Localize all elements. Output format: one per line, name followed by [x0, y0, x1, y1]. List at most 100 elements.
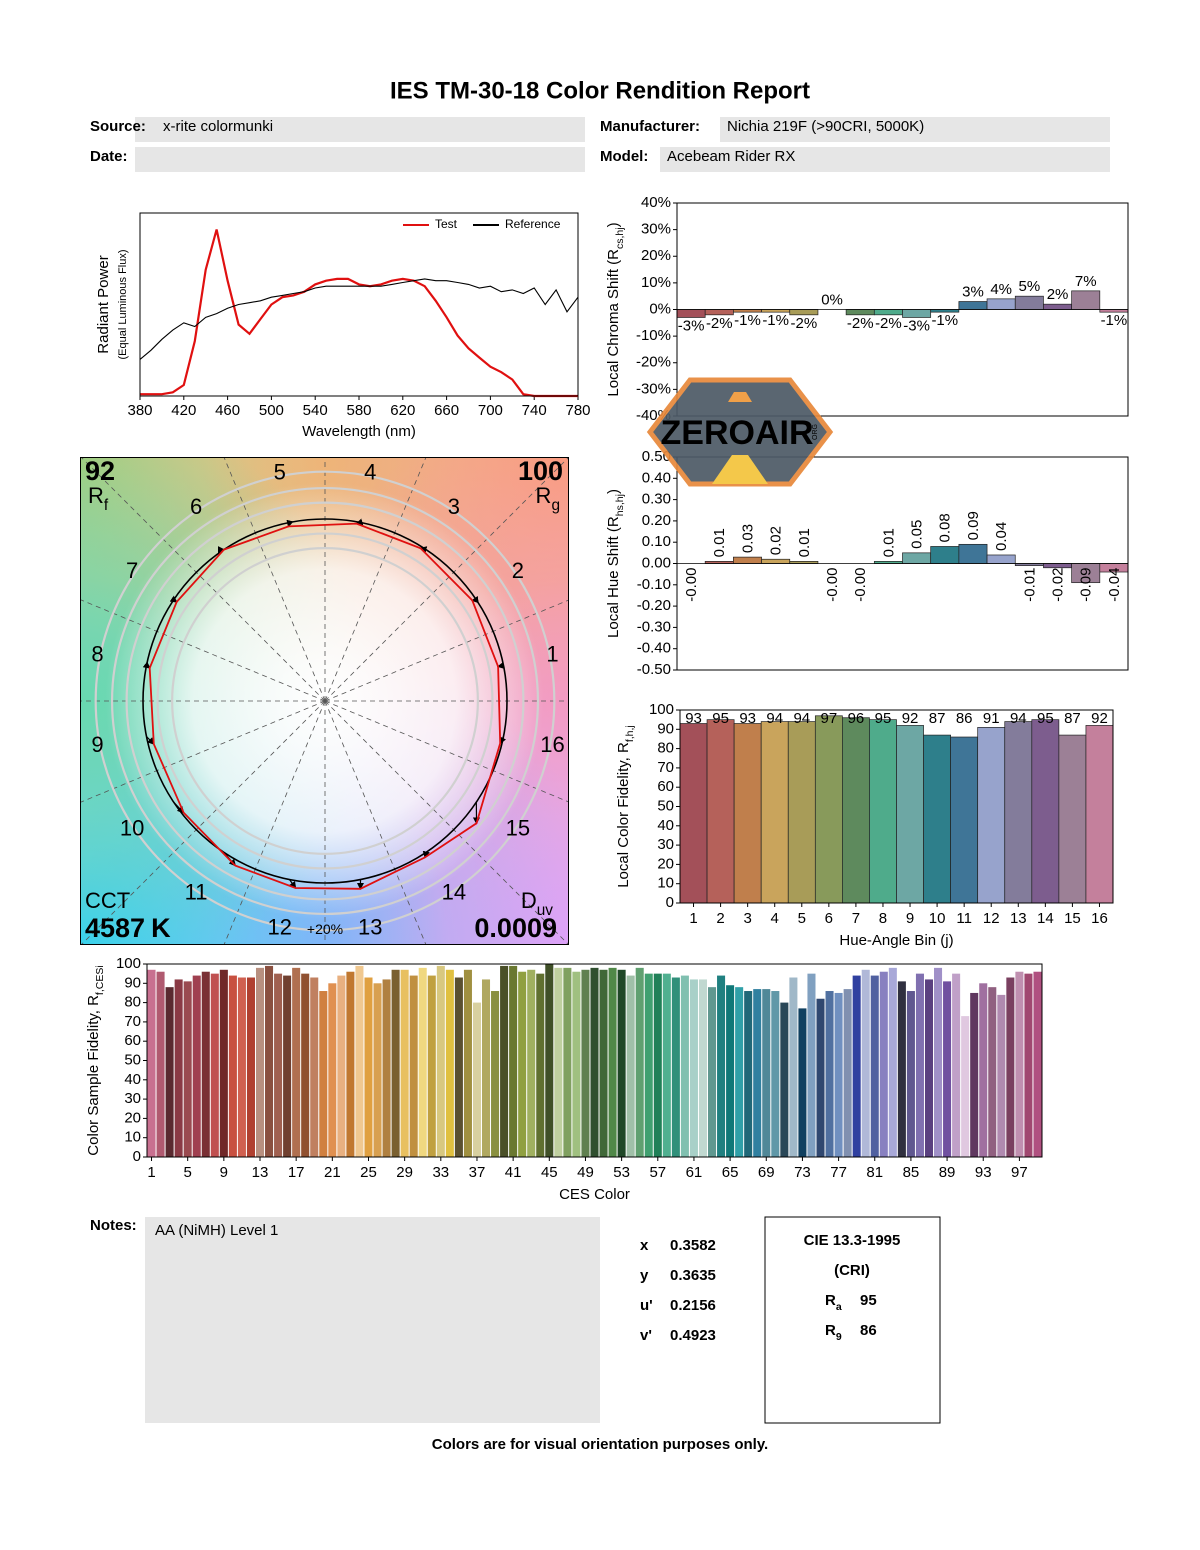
bar — [789, 977, 798, 1157]
value-label: -3% — [903, 317, 930, 334]
x-tick-label: 460 — [215, 402, 240, 419]
subscript: f,CESi — [94, 965, 106, 995]
coord-value: 0.3582 — [670, 1237, 716, 1254]
logo-text: ZEROAIR — [661, 414, 814, 452]
y-tick-label: 20 — [657, 855, 674, 872]
bar — [346, 971, 355, 1157]
text-part: R — [536, 483, 552, 508]
bar — [228, 975, 237, 1157]
y-tick-label: -0.40 — [637, 640, 671, 657]
field-box — [135, 117, 585, 142]
bar — [733, 723, 762, 904]
field-value: Nichia 219F (>90CRI, 5000K) — [727, 118, 924, 135]
chroma-ring — [125, 501, 525, 901]
bar — [807, 973, 816, 1157]
cie-symbol: R9 — [825, 1322, 842, 1343]
bar — [761, 558, 791, 564]
hue-bin-label: 5 — [274, 459, 286, 484]
bar — [979, 983, 988, 1157]
rf-value: 92 — [85, 456, 115, 486]
bar — [391, 969, 400, 1157]
x-tick-label: 13 — [252, 1164, 269, 1181]
value-label: 94 — [1010, 710, 1027, 727]
y-tick-label: -0.10 — [637, 576, 671, 593]
cct-value: 4587 K — [85, 913, 171, 943]
field-value: x-rite colormunki — [163, 118, 273, 135]
bar — [843, 989, 852, 1157]
value-label: 4% — [990, 281, 1012, 298]
series-line — [139, 278, 579, 360]
hue-bin-label: 4 — [364, 459, 376, 484]
x-tick-label: 6 — [825, 910, 833, 927]
field-label: Date: — [90, 148, 128, 165]
bar — [870, 975, 879, 1157]
shift-arrow — [289, 879, 297, 889]
bar — [671, 977, 680, 1157]
y-axis-subtitle: (Equal Luminous Flux) — [117, 249, 129, 359]
bar — [988, 987, 997, 1157]
text-part: R — [88, 483, 104, 508]
bar — [409, 975, 418, 1157]
bin-divider — [81, 599, 326, 702]
y-tick-label: 90 — [657, 720, 674, 737]
value-label: 97 — [821, 710, 838, 727]
x-tick-label: 93 — [975, 1164, 992, 1181]
bar — [310, 977, 319, 1157]
bar — [653, 973, 662, 1157]
duv-value: 0.0009 — [474, 913, 557, 943]
bar — [246, 977, 255, 1157]
bar — [626, 975, 635, 1157]
value-label: -1% — [931, 312, 958, 329]
y-tick-label: 20 — [124, 1109, 141, 1126]
bin-divider — [324, 599, 568, 702]
rf-label: Rf — [88, 483, 109, 514]
value-label: -0.00 — [683, 568, 700, 602]
y-axis-title: Local Color Fidelity, Rf,h,j — [615, 725, 636, 888]
coord-label: y — [640, 1267, 649, 1284]
bar — [680, 975, 689, 1157]
x-tick-label: 11 — [956, 910, 972, 927]
x-tick-label: 580 — [346, 402, 371, 419]
bar — [527, 969, 536, 1157]
bar — [798, 1008, 807, 1157]
bar — [771, 991, 780, 1157]
plot-frame — [139, 212, 579, 397]
chroma-ring — [94, 470, 556, 932]
y-axis-title: Color Sample Fidelity, Rf,CESi — [85, 965, 106, 1155]
bar — [861, 969, 870, 1157]
value-label: 0.01 — [796, 528, 813, 557]
x-tick-label: 25 — [360, 1164, 377, 1181]
text-part: Color Sample Fidelity, R — [85, 995, 102, 1156]
bar — [1015, 971, 1024, 1157]
bar — [283, 975, 292, 1157]
rg-label: Rg — [536, 483, 560, 514]
duv-label: Duv — [521, 888, 553, 919]
value-label: -2% — [791, 315, 818, 332]
bar — [717, 975, 726, 1157]
bar — [491, 991, 500, 1157]
value-label: -1% — [734, 312, 761, 329]
plot-area — [140, 213, 578, 396]
bar — [635, 967, 644, 1157]
text-part: K — [151, 913, 171, 943]
x-tick-label: 33 — [432, 1164, 449, 1181]
y-tick-label: 30 — [657, 836, 674, 853]
bin-divider — [81, 700, 326, 803]
bar — [454, 977, 463, 1157]
bar — [662, 973, 671, 1157]
bar — [581, 969, 590, 1157]
bar — [545, 964, 554, 1157]
logo-road — [728, 392, 752, 402]
x-tick-label: 10 — [929, 910, 946, 927]
report-title: IES TM-30-18 Color Rendition Report — [390, 77, 810, 104]
bar — [961, 1016, 970, 1157]
hue-bin-label: 7 — [126, 558, 138, 583]
hue-bin-label: 13 — [358, 914, 382, 939]
bar — [337, 975, 346, 1157]
hue-bin-label: 16 — [540, 732, 564, 757]
bar — [472, 1002, 481, 1157]
x-tick-label: 15 — [1064, 910, 1081, 927]
bar — [608, 967, 617, 1157]
value-label: 92 — [902, 710, 919, 727]
